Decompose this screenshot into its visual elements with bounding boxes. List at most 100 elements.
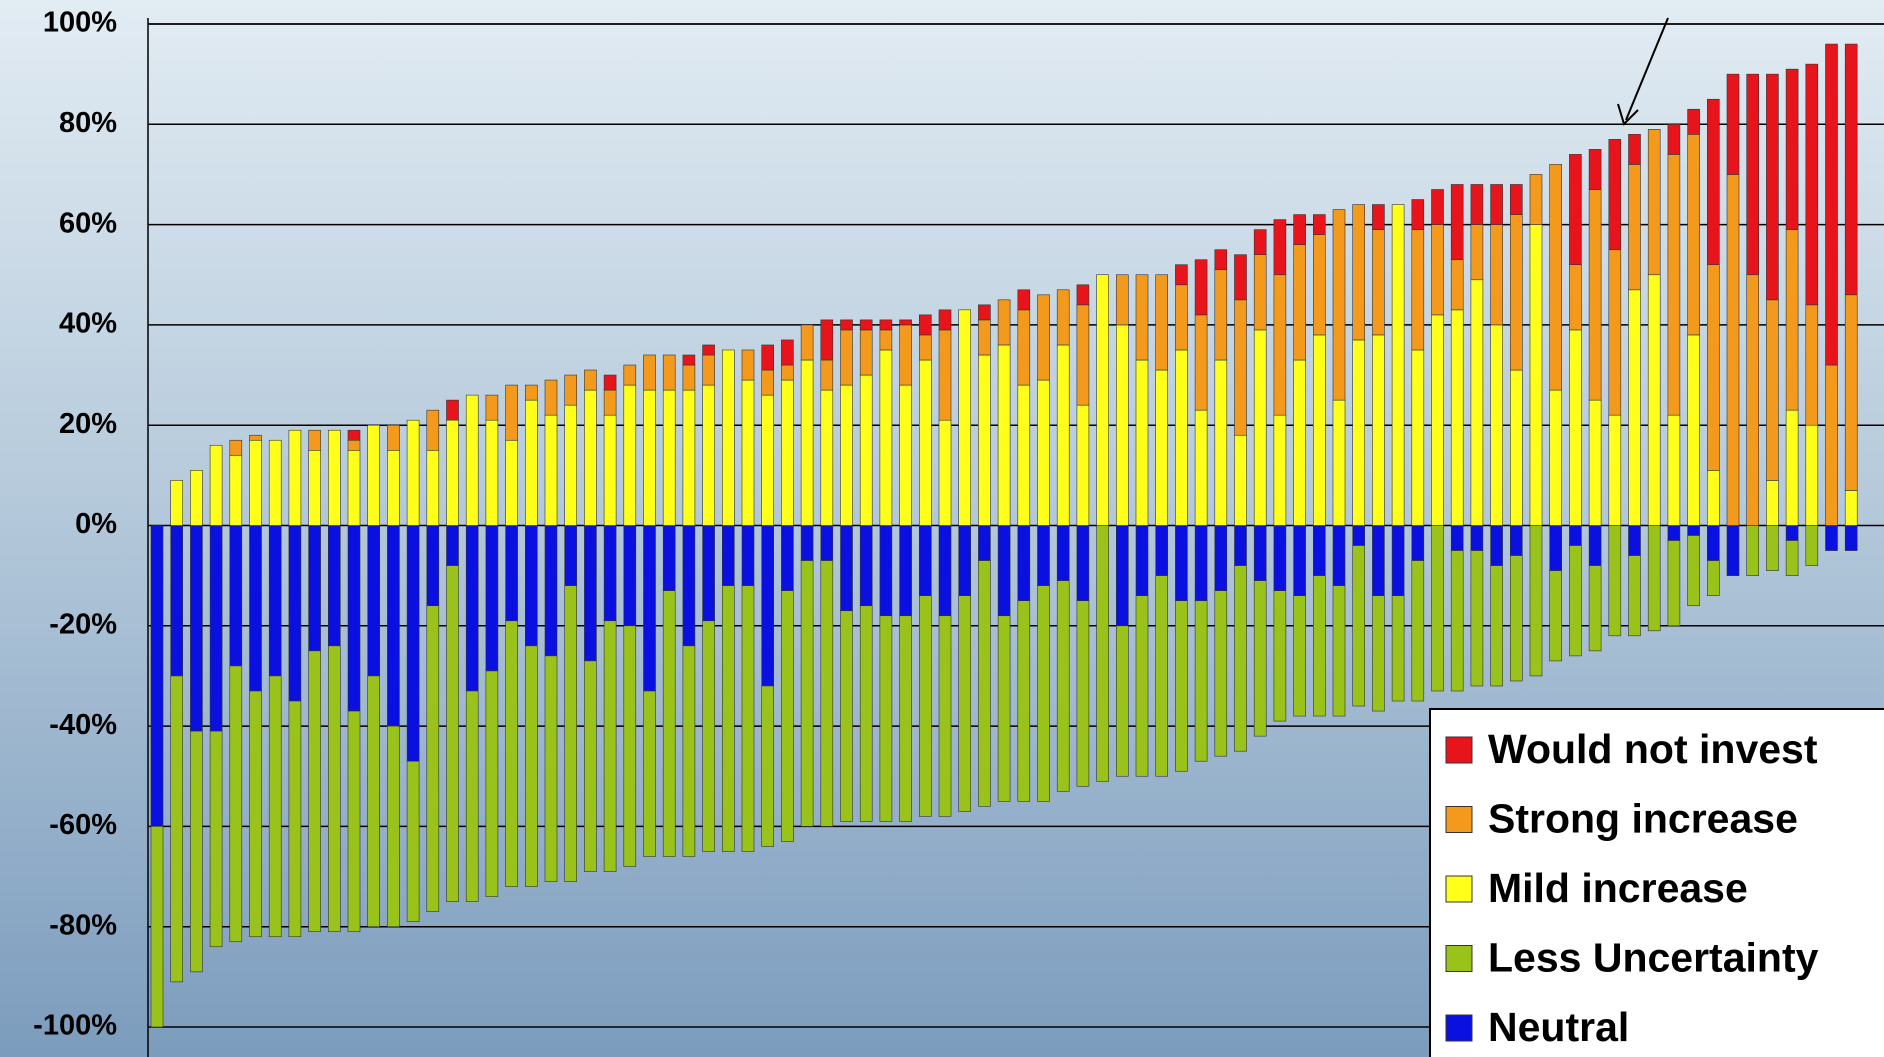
bar-segment xyxy=(623,364,637,386)
bar-segment xyxy=(1805,424,1819,526)
bar-segment xyxy=(997,615,1011,802)
bar-segment xyxy=(938,615,952,817)
bar-segment xyxy=(1214,249,1228,271)
bar-segment xyxy=(1844,490,1858,526)
bar-segment xyxy=(1253,525,1267,581)
bar-segment xyxy=(209,730,223,948)
bar-segment xyxy=(446,419,459,526)
bar-segment xyxy=(643,690,656,857)
bar-segment xyxy=(997,299,1011,346)
legend-swatch xyxy=(1445,736,1473,764)
bar-segment xyxy=(1037,585,1050,802)
bar-segment xyxy=(721,525,735,586)
bar-segment xyxy=(840,384,853,526)
bar-segment xyxy=(1175,284,1188,351)
bar-segment xyxy=(209,525,223,732)
bar-segment xyxy=(1805,304,1819,426)
bar-segment xyxy=(1313,575,1326,717)
bar-segment xyxy=(1746,73,1759,276)
bar-segment xyxy=(1194,409,1208,526)
bar-segment xyxy=(603,525,617,622)
bar-segment xyxy=(682,354,696,366)
bar-segment xyxy=(1411,229,1425,351)
bar-segment xyxy=(958,595,972,812)
bar-segment xyxy=(544,379,558,416)
bar-segment xyxy=(1628,289,1641,526)
bar-segment xyxy=(1844,43,1858,296)
bar-segment xyxy=(1707,264,1720,471)
bar-segment xyxy=(1785,525,1799,541)
bar-segment xyxy=(741,585,755,852)
bar-segment xyxy=(1766,299,1779,481)
bar-segment xyxy=(1805,63,1819,306)
bar-segment xyxy=(1431,314,1444,526)
bar-segment xyxy=(1726,174,1740,526)
y-tick-label: -100% xyxy=(33,1010,117,1042)
bar-segment xyxy=(1234,525,1247,566)
bar-segment xyxy=(918,595,932,817)
bar-segment xyxy=(1687,134,1700,336)
bar-segment xyxy=(485,670,499,897)
bar-segment xyxy=(327,429,341,526)
bar-segment xyxy=(918,334,932,361)
bar-segment xyxy=(1293,244,1306,361)
bar-segment xyxy=(446,525,459,566)
bar-segment xyxy=(682,525,696,647)
bar-segment xyxy=(1726,525,1740,576)
bar-segment xyxy=(1490,324,1503,526)
bar-segment xyxy=(1175,349,1188,526)
bar-segment xyxy=(859,605,873,822)
bar-segment xyxy=(761,685,775,847)
bar-segment xyxy=(879,615,893,822)
legend-swatch xyxy=(1445,1014,1473,1042)
bar-segment xyxy=(1194,259,1208,316)
bar-segment xyxy=(1234,565,1247,752)
legend: Would not invest Strong increase Mild incr… xyxy=(1429,708,1884,1057)
bar-segment xyxy=(1017,309,1031,386)
bar-segment xyxy=(761,525,775,687)
bar-segment xyxy=(761,369,775,396)
bar-segment xyxy=(623,525,637,627)
bar-segment xyxy=(840,319,853,331)
bar-segment xyxy=(1707,470,1720,526)
bars xyxy=(150,43,1858,1028)
bar-segment xyxy=(1490,184,1503,225)
bar-segment xyxy=(327,645,341,933)
bar-segment xyxy=(721,585,735,852)
bar-segment xyxy=(1569,525,1582,546)
bar-segment xyxy=(1569,329,1582,526)
bar-segment xyxy=(1214,590,1228,757)
bar-segment xyxy=(1529,174,1543,225)
legend-label: Neutral xyxy=(1488,1004,1629,1050)
arrow-line xyxy=(1625,17,1669,121)
bar-segment xyxy=(1155,274,1168,371)
bar-segment xyxy=(465,525,479,692)
bar-segment xyxy=(406,525,420,762)
bar-segment xyxy=(899,615,912,822)
bar-segment xyxy=(327,525,341,647)
bar-segment xyxy=(859,319,873,331)
bar-segment xyxy=(1785,540,1799,576)
y-tick-label: 0% xyxy=(75,508,117,540)
bar-segment xyxy=(1825,364,1838,526)
bar-segment xyxy=(268,525,282,677)
bar-segment xyxy=(1076,284,1090,306)
bar-segment xyxy=(899,525,912,617)
bar-segment xyxy=(603,389,617,416)
bar-segment xyxy=(1175,600,1188,772)
bar-segment xyxy=(1588,565,1602,652)
bar-segment xyxy=(1647,525,1661,632)
bar-segment xyxy=(584,660,597,872)
bar-segment xyxy=(1411,560,1425,702)
bar-segment xyxy=(1450,309,1464,526)
bar-segment xyxy=(1746,274,1759,526)
bar-segment xyxy=(1214,525,1228,591)
bar-segment xyxy=(347,449,361,526)
bar-segment xyxy=(781,339,794,366)
bar-segment xyxy=(1076,525,1090,602)
bar-segment xyxy=(1313,214,1326,235)
bar-segment xyxy=(1766,480,1779,526)
bar-segment xyxy=(288,700,302,938)
bar-segment xyxy=(840,610,853,822)
bar-segment xyxy=(662,389,676,526)
